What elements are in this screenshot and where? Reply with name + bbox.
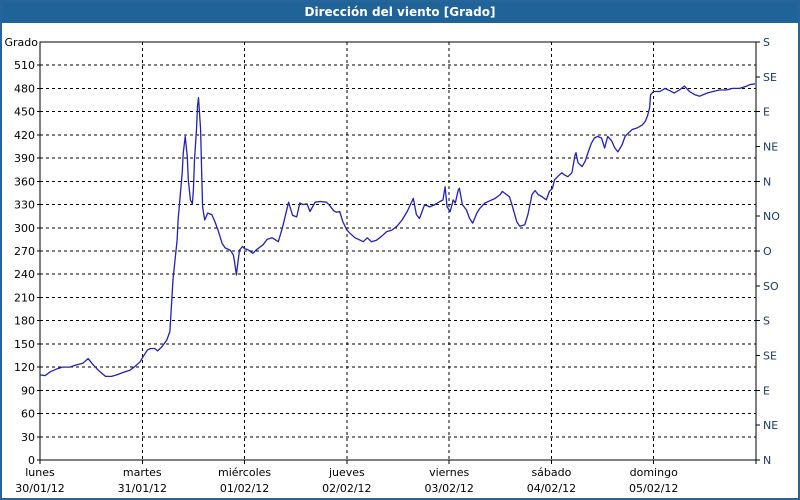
y-right-tick-label: O xyxy=(763,245,772,258)
x-axis-date-label: 31/01/12 xyxy=(118,482,167,495)
y-left-tick-label: 150 xyxy=(14,338,35,351)
y-left-tick-label: 210 xyxy=(14,291,35,304)
y-right-tick-label: N xyxy=(763,454,771,467)
x-axis-date-label: 01/02/12 xyxy=(220,482,269,495)
y-left-tick-label: 90 xyxy=(21,384,35,397)
y-axis-title: Grado xyxy=(4,36,39,49)
y-right-tick-label: S xyxy=(763,315,770,328)
y-left-tick-label: 360 xyxy=(14,175,35,188)
y-left-tick-label: 510 xyxy=(14,59,35,72)
plot-frame xyxy=(39,41,757,461)
y-left-tick-label: 0 xyxy=(28,454,35,467)
y-left-tick-label: 420 xyxy=(14,129,35,142)
y-right-tick-label: NE xyxy=(763,419,778,432)
x-axis-day-label: domingo xyxy=(630,466,678,479)
y-right-tick-label: NO xyxy=(763,210,780,223)
window-title-bar: Dirección del viento [Grado] xyxy=(2,2,798,23)
y-left-tick-label: 60 xyxy=(21,408,35,421)
y-right-tick-label: SE xyxy=(763,71,777,84)
y-right-tick-label: E xyxy=(763,384,770,397)
x-axis-date-label: 04/02/12 xyxy=(527,482,576,495)
y-left-tick-label: 120 xyxy=(14,361,35,374)
x-axis-date-label: 05/02/12 xyxy=(629,482,678,495)
x-axis-day-label: sábado xyxy=(531,466,571,479)
y-left-tick-label: 330 xyxy=(14,199,35,212)
y-left-tick-label: 450 xyxy=(14,106,35,119)
y-right-tick-label: SE xyxy=(763,350,777,363)
y-right-tick-label: E xyxy=(763,106,770,119)
x-axis-day-label: jueves xyxy=(328,466,365,479)
x-axis-day-label: miércoles xyxy=(218,466,271,479)
y-right-tick-label: N xyxy=(763,175,771,188)
chart-title: Dirección del viento [Grado] xyxy=(304,5,496,19)
y-right-tick-label: SO xyxy=(763,280,779,293)
y-left-tick-label: 480 xyxy=(14,82,35,95)
x-axis-day-label: viernes xyxy=(429,466,469,479)
y-left-tick-label: 30 xyxy=(21,431,35,444)
x-axis-date-label: 30/01/12 xyxy=(15,482,64,495)
y-left-tick-label: 300 xyxy=(14,222,35,235)
y-left-tick-label: 240 xyxy=(14,268,35,281)
y-left-tick-label: 390 xyxy=(14,152,35,165)
y-right-tick-label: S xyxy=(763,36,770,49)
x-axis-day-label: lunes xyxy=(25,466,55,479)
y-left-tick-label: 270 xyxy=(14,245,35,258)
x-axis-date-label: 02/02/12 xyxy=(322,482,371,495)
y-right-tick-label: NE xyxy=(763,141,778,154)
y-left-tick-label: 180 xyxy=(14,315,35,328)
x-axis-date-label: 03/02/12 xyxy=(424,482,473,495)
x-axis-day-label: martes xyxy=(123,466,162,479)
series-line-wind-direction-degrees xyxy=(39,83,756,378)
